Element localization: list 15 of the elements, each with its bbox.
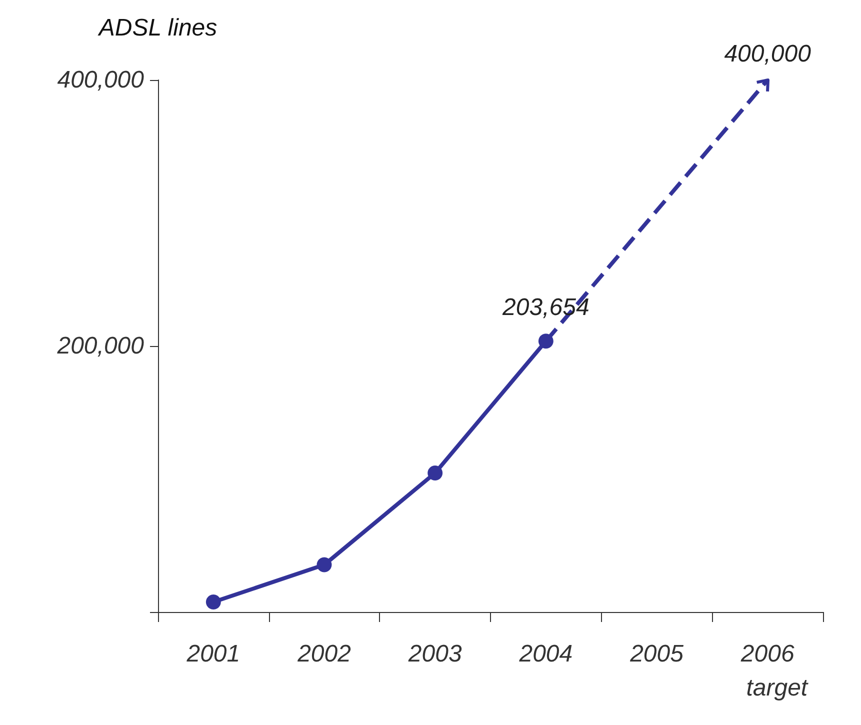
- y-tick-label: 200,000: [56, 332, 145, 360]
- x-tick-label: 2003: [407, 640, 462, 668]
- point: [316, 557, 332, 572]
- point: [538, 334, 554, 349]
- point: [206, 594, 221, 610]
- x-tick-label: 2005: [629, 640, 684, 668]
- point: [428, 466, 443, 481]
- text: target: [746, 674, 809, 702]
- data-label: 400,000: [724, 40, 812, 68]
- data-label: 203,654: [502, 294, 590, 322]
- x-tick-label: 2001: [186, 640, 240, 668]
- x-tick-label: 2002: [296, 640, 351, 668]
- x-tick-label: 2004: [518, 640, 573, 668]
- y-axis-title: ADSL lines: [96, 14, 218, 42]
- x-tick-label: 2006: [740, 640, 795, 668]
